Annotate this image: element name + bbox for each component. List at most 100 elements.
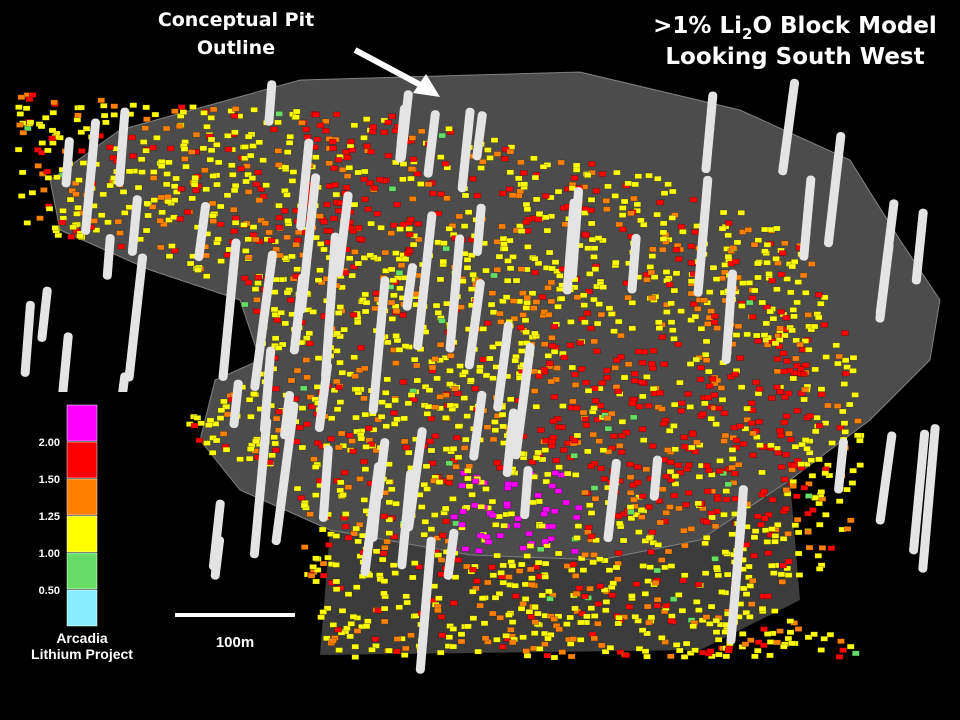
- block: [507, 511, 516, 517]
- block: [660, 190, 669, 196]
- block: [598, 171, 607, 177]
- block: [722, 653, 731, 660]
- block: [58, 219, 67, 226]
- block: [300, 502, 309, 509]
- block: [471, 385, 480, 392]
- block: [572, 405, 581, 411]
- block: [627, 515, 636, 522]
- block: [788, 327, 796, 334]
- block: [335, 208, 343, 214]
- drill-hole: [918, 424, 940, 573]
- block: [223, 252, 232, 258]
- block: [581, 210, 589, 216]
- block: [801, 386, 809, 393]
- block: [522, 305, 531, 311]
- block: [331, 182, 339, 188]
- block: [793, 299, 801, 306]
- block: [767, 442, 775, 449]
- block: [361, 291, 370, 298]
- block: [385, 479, 394, 485]
- block: [706, 621, 714, 627]
- block: [507, 627, 515, 633]
- block: [568, 567, 576, 573]
- block: [489, 375, 497, 381]
- block: [462, 436, 470, 443]
- block: [633, 201, 642, 208]
- block: [596, 556, 604, 562]
- block: [707, 308, 715, 314]
- block: [387, 230, 395, 236]
- block: [856, 462, 864, 468]
- drill-hole: [402, 263, 418, 311]
- block: [620, 374, 629, 381]
- block: [775, 343, 783, 350]
- drill-hole: [603, 458, 621, 543]
- block: [303, 374, 311, 381]
- block: [274, 119, 282, 126]
- block: [423, 486, 431, 492]
- block: [542, 506, 551, 513]
- block: [442, 245, 450, 252]
- block: [645, 535, 654, 541]
- block: [768, 562, 776, 569]
- block: [638, 627, 647, 633]
- block: [491, 419, 499, 425]
- block: [624, 180, 632, 187]
- block: [540, 511, 548, 517]
- block: [160, 221, 168, 228]
- block: [667, 300, 675, 307]
- drill-hole: [823, 132, 846, 248]
- block: [587, 463, 595, 469]
- block: [763, 539, 772, 545]
- block: [608, 592, 616, 598]
- block: [560, 447, 568, 453]
- block: [649, 347, 658, 354]
- block: [150, 197, 159, 203]
- block: [460, 445, 469, 451]
- block: [385, 499, 394, 506]
- block: [324, 554, 332, 561]
- block: [653, 211, 661, 218]
- block: [775, 337, 784, 343]
- block: [411, 560, 419, 566]
- block: [659, 229, 668, 236]
- block: [501, 156, 509, 162]
- block: [674, 462, 682, 468]
- block: [661, 564, 669, 571]
- block: [794, 626, 803, 632]
- block: [720, 511, 728, 518]
- block: [589, 431, 597, 438]
- block: [410, 356, 419, 363]
- block: [817, 386, 826, 392]
- drill-hole: [102, 234, 115, 280]
- block: [687, 526, 696, 532]
- block: [772, 256, 780, 262]
- block: [637, 217, 645, 224]
- block: [595, 301, 603, 307]
- block: [575, 585, 584, 591]
- block: [594, 601, 603, 607]
- block: [388, 186, 397, 192]
- block: [484, 579, 492, 586]
- block: [192, 131, 201, 138]
- block: [793, 493, 801, 500]
- block: [505, 574, 513, 580]
- block: [742, 542, 751, 548]
- block: [431, 433, 440, 439]
- block: [608, 410, 616, 417]
- block: [675, 592, 683, 598]
- block: [220, 398, 228, 405]
- block: [519, 600, 527, 607]
- block: [82, 125, 91, 132]
- drill-hole: [289, 273, 308, 355]
- block: [408, 135, 417, 141]
- block: [786, 618, 795, 624]
- block: [496, 465, 504, 471]
- block: [602, 607, 610, 614]
- block: [764, 512, 773, 518]
- block: [714, 496, 722, 503]
- block: [106, 144, 114, 151]
- block: [498, 644, 507, 650]
- block: [739, 631, 747, 637]
- block: [773, 356, 782, 362]
